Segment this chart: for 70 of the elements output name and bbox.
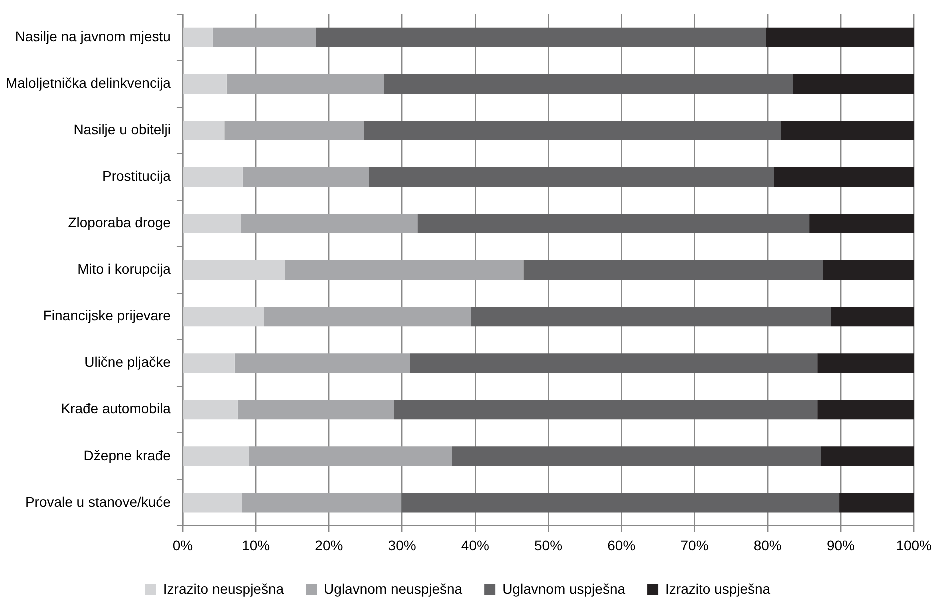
x-tick-label: 40%: [461, 537, 490, 554]
bar: [823, 260, 914, 280]
bar: [781, 120, 914, 140]
bar: [212, 28, 316, 48]
bar: [471, 307, 832, 327]
y-tick-label: Krađe automobila: [61, 400, 172, 417]
y-tick-label: Maloljetnička delinkvencija: [6, 75, 172, 92]
bar: [821, 446, 914, 466]
y-tick-label: Džepne krađe: [84, 447, 172, 464]
bar: [316, 28, 766, 48]
x-tick-label: 90%: [826, 537, 855, 554]
bar: [184, 28, 213, 48]
bar: [384, 74, 794, 94]
bar: [226, 74, 384, 94]
x-tick-label: 100%: [896, 537, 932, 554]
y-tick-label: Mito i korupcija: [78, 261, 172, 278]
bar: [818, 400, 914, 420]
bar: [242, 493, 402, 513]
bar: [394, 400, 818, 420]
bar: [264, 307, 472, 327]
legend-label: Uglavnom neuspješna: [324, 580, 463, 597]
bar: [524, 260, 824, 280]
bar: [410, 354, 818, 374]
bar: [184, 493, 242, 513]
bar: [238, 400, 394, 420]
bar: [285, 260, 524, 280]
bar: [818, 354, 914, 374]
y-tick-label: Ulične pljačke: [84, 354, 172, 370]
bar: [452, 446, 822, 466]
bar: [184, 354, 235, 374]
bar: [184, 214, 242, 234]
x-tick-label: 30%: [388, 537, 416, 554]
bar: [184, 120, 225, 140]
x-tick-label: 60%: [608, 537, 636, 554]
y-tick-label: Provale u stanove/kuće: [25, 494, 172, 510]
bar: [242, 167, 370, 188]
y-tick-label: Prostitucija: [102, 168, 172, 184]
legend-label: Izrazito neuspješna: [163, 580, 284, 597]
bar: [184, 74, 227, 94]
x-tick-label: 0%: [172, 537, 194, 554]
bar: [402, 493, 840, 513]
bar: [224, 120, 364, 140]
bar: [184, 260, 286, 280]
bar: [840, 493, 914, 513]
legend-label: Izrazito uspješna: [666, 580, 771, 597]
bar: [364, 120, 782, 140]
x-tick-label: 70%: [680, 537, 709, 554]
y-tick-label: Nasilje u obitelji: [74, 122, 171, 138]
x-tick-label: 10%: [242, 537, 270, 554]
x-tick-label: 80%: [754, 537, 782, 554]
bar: [184, 400, 238, 420]
x-tick-label: 50%: [534, 537, 563, 554]
bar: [774, 167, 914, 188]
bar: [184, 307, 264, 327]
bar: [234, 354, 410, 374]
bar: [810, 214, 914, 234]
bar: [248, 446, 452, 466]
bar: [241, 214, 418, 234]
bar: [418, 214, 810, 234]
bar: [766, 28, 914, 48]
bar: [369, 167, 774, 188]
legend-label: Uglavnom uspješna: [502, 580, 626, 597]
x-tick-label: 20%: [315, 537, 344, 554]
y-tick-label: Financijske prijevare: [43, 308, 172, 324]
y-tick-label: Nasilje na javnom mjestu: [15, 28, 171, 45]
bar: [184, 167, 243, 188]
y-tick-label: Zloporaba droge: [68, 214, 172, 231]
bar: [831, 307, 914, 327]
bar: [184, 446, 249, 466]
bar: [793, 74, 914, 94]
